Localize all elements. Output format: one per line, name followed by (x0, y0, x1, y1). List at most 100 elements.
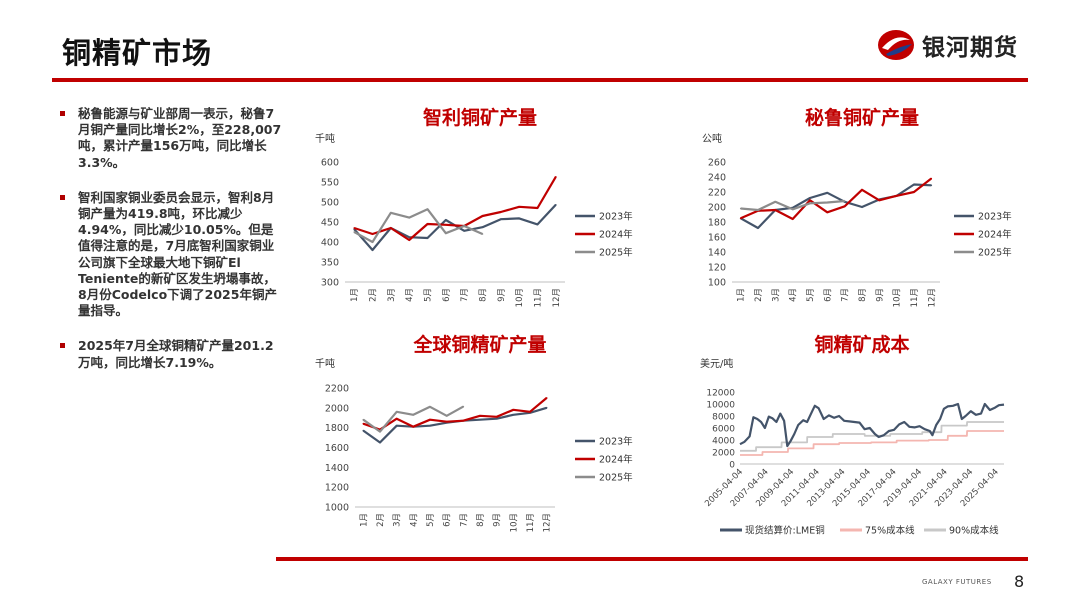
data-point (555, 204, 557, 206)
data-point (512, 414, 515, 416)
series-line-2023年 (362, 406, 548, 444)
data-point (445, 420, 448, 423)
bullet-item: 2025年7月全球铜精矿产量201.2万吨，同比增长7.19%。 (60, 338, 282, 370)
data-point (791, 218, 794, 220)
data-point (495, 416, 498, 418)
data-point (379, 441, 381, 444)
data-point (826, 211, 829, 214)
bullet-item: 智利国家铜业委员会显示，智利8月铜产量为419.8吨，环比减少4.94%，同比减… (60, 190, 282, 320)
data-point (739, 207, 742, 210)
x-tick-label: 3月 (387, 288, 397, 302)
data-point (878, 199, 881, 202)
data-point (362, 418, 365, 421)
data-point (395, 424, 398, 427)
data-point (895, 195, 898, 197)
legend-label: 2023年 (599, 436, 633, 448)
y-tick-label: 160 (708, 233, 726, 244)
data-point (395, 411, 398, 413)
x-tick-label: 7月 (459, 513, 469, 527)
bullet-item: 秘鲁能源与矿业部周一表示，秘鲁7月铜产量同比增长2%，至228,007吨，累计产… (60, 106, 282, 171)
x-tick-label: 9月 (875, 288, 885, 302)
y-tick-label: 12000 (706, 389, 735, 399)
data-point (791, 208, 794, 211)
data-point (529, 411, 531, 413)
data-point (757, 227, 759, 229)
data-point (408, 216, 410, 219)
data-point (379, 430, 381, 433)
data-point (408, 239, 410, 241)
y-tick-label: 200 (708, 203, 726, 214)
peru-copper-output-chart: 秘鲁铜矿产量 公吨 260 240 220 200 180 160 140 120 100 1月 2月… (692, 100, 1032, 320)
data-point (774, 201, 777, 203)
legend-label: 2024年 (978, 229, 1012, 241)
data-point (843, 205, 846, 208)
y-tick-label: 600 (321, 158, 339, 169)
legend-label: 90%成本线 (949, 525, 999, 537)
x-tick-label: 10月 (893, 288, 903, 307)
data-point (518, 217, 520, 220)
global-concentrate-output-chart: 全球铜精矿产量 千吨 2200 2000 1800 1600 1400 1200 1000 1月… (305, 330, 655, 550)
data-point (757, 209, 759, 211)
x-tick-label: 4月 (409, 513, 419, 527)
data-point (371, 241, 374, 243)
data-point (500, 218, 502, 220)
bullet-text: 智利国家铜业委员会显示，智利8月铜产量为419.8吨，环比减少4.94%，同比减… (78, 189, 277, 319)
data-point (426, 237, 429, 239)
data-point (463, 225, 465, 227)
data-point (371, 233, 374, 235)
y-tick-label: 300 (321, 278, 339, 289)
data-point (408, 236, 410, 238)
data-point (536, 223, 539, 226)
series-line-2024年 (353, 176, 557, 242)
galaxy-logo-icon (878, 30, 914, 60)
data-point (555, 176, 557, 178)
data-point (445, 224, 447, 226)
series-line-75%成本线 (740, 430, 1004, 456)
y-tick-label: 140 (708, 248, 726, 259)
legend-label: 2025年 (978, 247, 1012, 259)
x-tick-label: 7月 (841, 288, 851, 302)
bullet-square-icon (60, 194, 65, 200)
x-tick-label: 1月 (737, 288, 747, 302)
y-tick-label: 220 (708, 188, 726, 199)
data-point (500, 211, 502, 213)
x-tick-label: 11月 (534, 288, 544, 307)
legend-label: 2024年 (599, 229, 633, 241)
x-tick-label: 3月 (771, 288, 781, 302)
x-tick-label: 9月 (497, 288, 507, 302)
x-tick-label: 12月 (927, 288, 937, 307)
data-point (512, 409, 515, 411)
data-point (536, 207, 539, 209)
data-point (930, 184, 933, 187)
data-point (426, 223, 429, 225)
y-tick-label: 1000 (325, 503, 349, 514)
data-point (429, 418, 431, 421)
bullet-text: 2025年7月全球铜精矿产量201.2万吨，同比增长7.19%。 (78, 338, 274, 370)
chart-title: 铜精矿成本 (814, 334, 910, 356)
x-tick-label: 8月 (858, 288, 868, 302)
data-point (826, 201, 829, 204)
y-tick-label: 240 (708, 173, 726, 184)
legend-label: 2023年 (599, 211, 633, 223)
y-tick-label: 10000 (706, 401, 735, 411)
x-tick-label: 8月 (479, 288, 489, 302)
y-tick-label: 4000 (712, 437, 735, 447)
y-tick-label: 2000 (325, 403, 349, 414)
legend-label: 2023年 (978, 211, 1012, 223)
y-axis-unit: 公吨 (702, 132, 722, 145)
y-tick-label: 2000 (712, 449, 735, 459)
chart-svg: 千吨 2200 2000 1800 1600 1400 1200 1000 1月 2月 3月 4月 5月… (315, 357, 633, 532)
chart-svg: 千吨 600 550 500 450 400 350 300 1月 2月 3月 4月 5月 6月 7月 8月 9… (315, 132, 633, 307)
x-tick-label: 5月 (424, 288, 434, 302)
data-point (395, 417, 398, 420)
chile-copper-output-chart: 智利铜矿产量 千吨 600 550 500 450 400 350 300 1月 2月 3月 4月 5月… (305, 100, 655, 320)
data-point (809, 199, 811, 202)
x-tick-label: 4月 (789, 288, 799, 302)
y-tick-label: 1600 (325, 443, 349, 454)
data-point (412, 425, 415, 428)
data-point (390, 227, 392, 229)
x-tick-label: 5月 (806, 288, 816, 302)
brand-logo: 银河期货 (876, 28, 1018, 62)
data-point (930, 177, 933, 180)
x-tick-label: 11月 (910, 288, 920, 307)
